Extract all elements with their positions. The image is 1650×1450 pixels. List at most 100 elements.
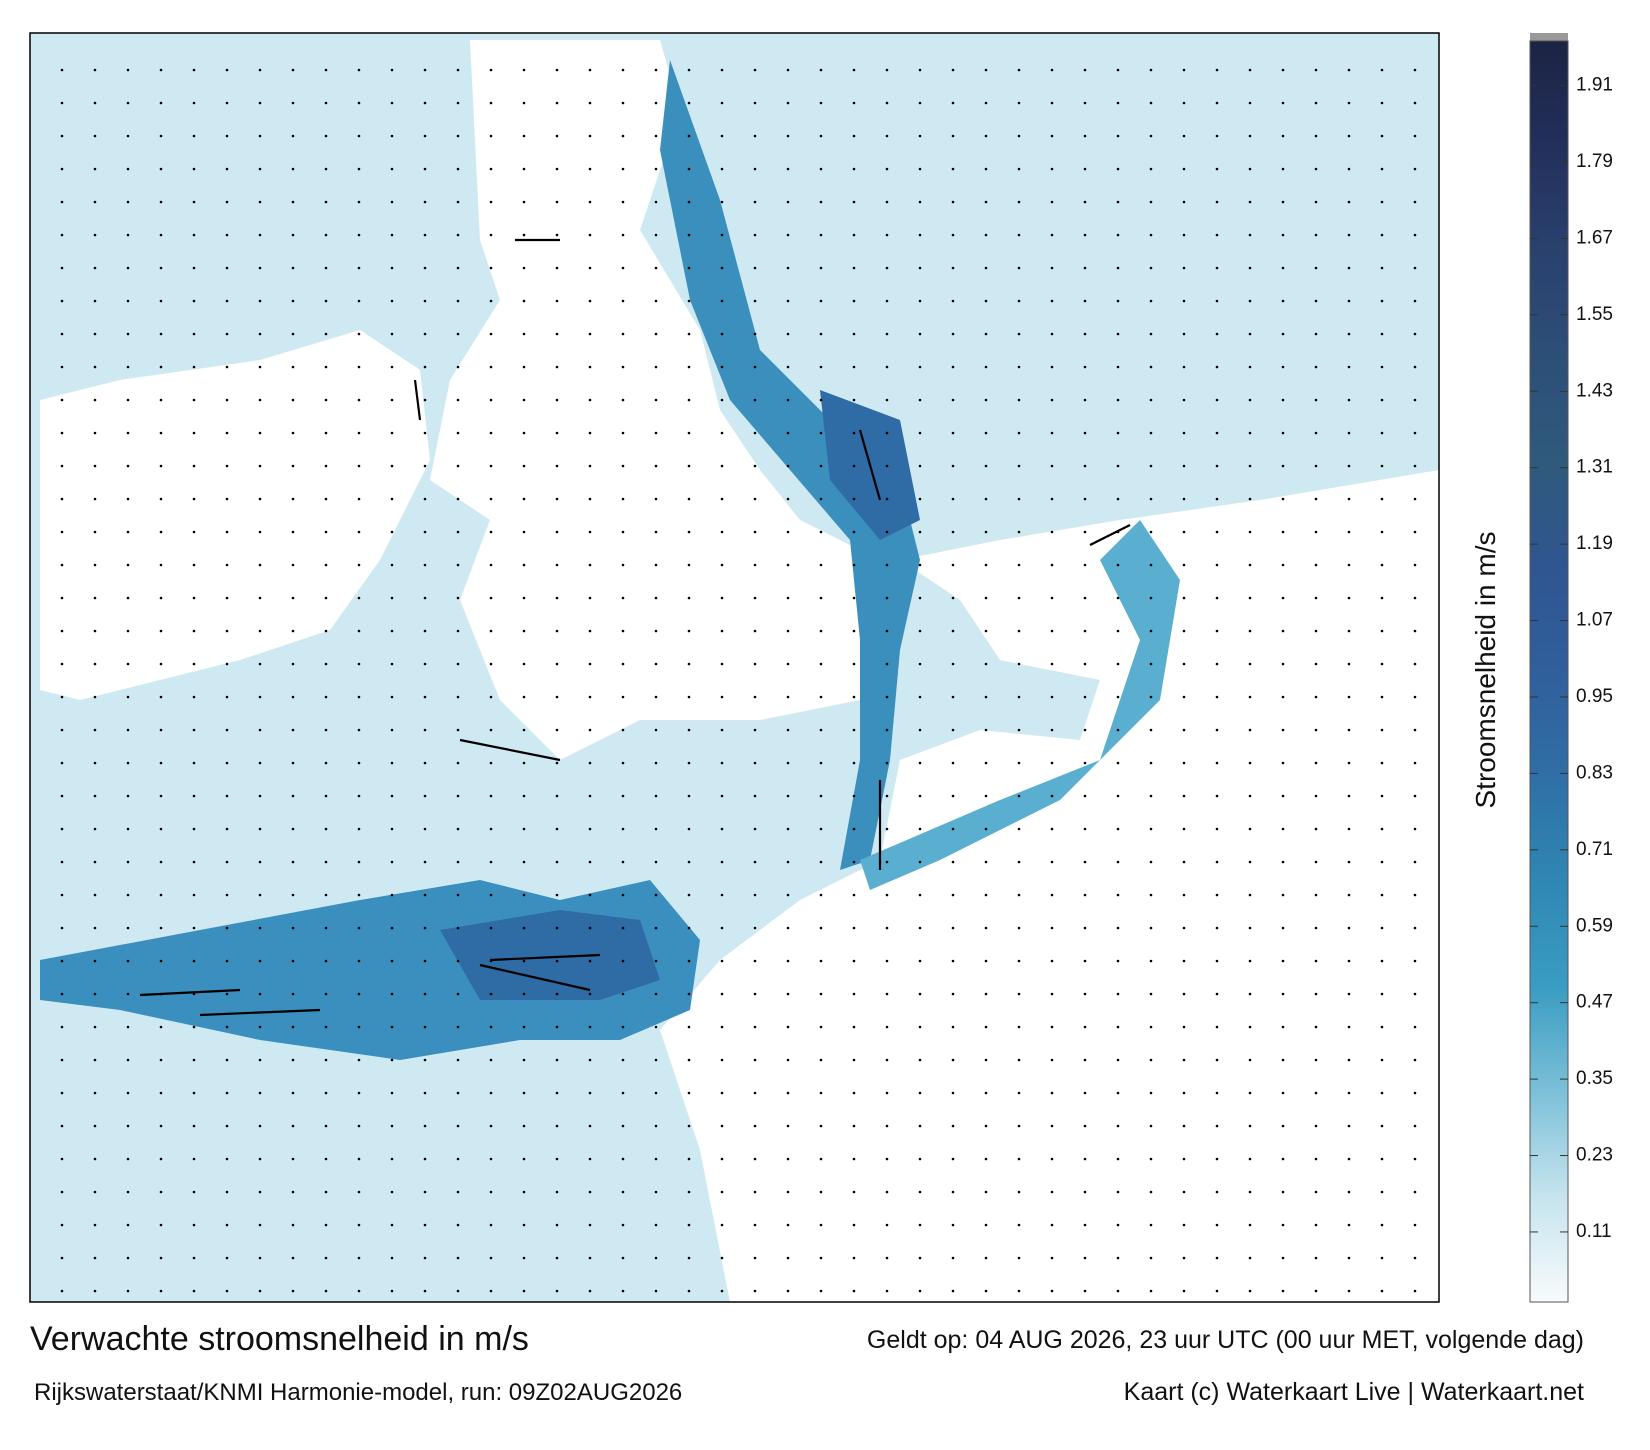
vector-dot [621, 629, 625, 633]
vector-dot [60, 167, 64, 171]
vector-dot [1149, 1289, 1153, 1293]
vector-dot [1050, 794, 1054, 798]
vector-dot [192, 1124, 196, 1128]
vector-dot [951, 1124, 955, 1128]
vector-dot [423, 167, 427, 171]
vector-dot [654, 365, 658, 369]
vector-dot [819, 695, 823, 699]
vector-dot [1281, 1289, 1285, 1293]
vector-dot [852, 1157, 856, 1161]
vector-dot [885, 563, 889, 567]
vector-dot [225, 860, 229, 864]
vector-dot [522, 893, 526, 897]
vector-dot [225, 530, 229, 534]
vector-dot [687, 629, 691, 633]
vector-dot [1017, 101, 1021, 105]
vector-dot [1116, 1190, 1120, 1194]
vector-dot [720, 728, 724, 732]
vector-dot [423, 794, 427, 798]
vector-dot [192, 398, 196, 402]
vector-dot [192, 1223, 196, 1227]
vector-dot [159, 1190, 163, 1194]
vector-dot [456, 596, 460, 600]
vector-dot [753, 233, 757, 237]
vector-dot [984, 134, 988, 138]
vector-dot [621, 167, 625, 171]
vector-dot [126, 365, 130, 369]
vector-dot [918, 1124, 922, 1128]
vector-dot [588, 134, 592, 138]
vector-dot [1017, 1025, 1021, 1029]
vector-dot [654, 959, 658, 963]
vector-dot [93, 464, 97, 468]
vector-dot [819, 1289, 823, 1293]
vector-dot [1017, 926, 1021, 930]
vector-dot [357, 365, 361, 369]
vector-dot [324, 497, 328, 501]
vector-dot [225, 662, 229, 666]
vector-dot [687, 728, 691, 732]
vector-dot [126, 794, 130, 798]
vector-dot [1380, 596, 1384, 600]
colorbar-tick-label: 1.91 [1576, 75, 1613, 96]
vector-dot [852, 1058, 856, 1062]
vector-dot [60, 629, 64, 633]
vector-dot [489, 365, 493, 369]
vector-dot [555, 1289, 559, 1293]
vector-dot [1050, 1025, 1054, 1029]
vector-dot [786, 332, 790, 336]
vector-dot [1215, 794, 1219, 798]
vector-dot [489, 101, 493, 105]
vector-dot [753, 497, 757, 501]
vector-dot [1215, 893, 1219, 897]
vector-dot [324, 233, 328, 237]
vector-dot [819, 761, 823, 765]
vector-dot [258, 101, 262, 105]
vector-dot [1380, 629, 1384, 633]
vector-dot [423, 728, 427, 732]
vector-dot [1314, 728, 1318, 732]
vector-dot [720, 794, 724, 798]
vector-dot [159, 68, 163, 72]
vector-dot [489, 1025, 493, 1029]
vector-dot [786, 860, 790, 864]
vector-dot [1347, 827, 1351, 831]
vector-dot [819, 134, 823, 138]
vector-dot [423, 1025, 427, 1029]
vector-dot [1314, 365, 1318, 369]
vector-dot [720, 365, 724, 369]
vector-dot [258, 1025, 262, 1029]
vector-dot [1380, 827, 1384, 831]
vector-dot [258, 134, 262, 138]
vector-dot [1182, 332, 1186, 336]
vector-dot [390, 497, 394, 501]
vector-dot [1380, 1025, 1384, 1029]
vector-dot [852, 1091, 856, 1095]
vector-dot [357, 1223, 361, 1227]
vector-dot [225, 926, 229, 930]
vector-dot [1347, 926, 1351, 930]
vector-dot [1413, 563, 1417, 567]
vector-dot [258, 1058, 262, 1062]
vector-dot [621, 299, 625, 303]
vector-dot [1413, 1091, 1417, 1095]
vector-dot [1182, 233, 1186, 237]
vector-dot [621, 1223, 625, 1227]
vector-dot [753, 1157, 757, 1161]
vector-dot [753, 794, 757, 798]
vector-dot [885, 1256, 889, 1260]
vector-dot [1215, 497, 1219, 501]
vector-dot [1215, 827, 1219, 831]
vector-dot [753, 827, 757, 831]
vector-dot [159, 563, 163, 567]
vector-dot [555, 662, 559, 666]
vector-dot [357, 134, 361, 138]
vector-dot [1116, 431, 1120, 435]
vector-dot [1050, 332, 1054, 336]
vector-dot [357, 794, 361, 798]
vector-dot [852, 662, 856, 666]
vector-dot [852, 530, 856, 534]
vector-dot [720, 332, 724, 336]
vector-dot [1347, 167, 1351, 171]
vector-dot [1281, 728, 1285, 732]
